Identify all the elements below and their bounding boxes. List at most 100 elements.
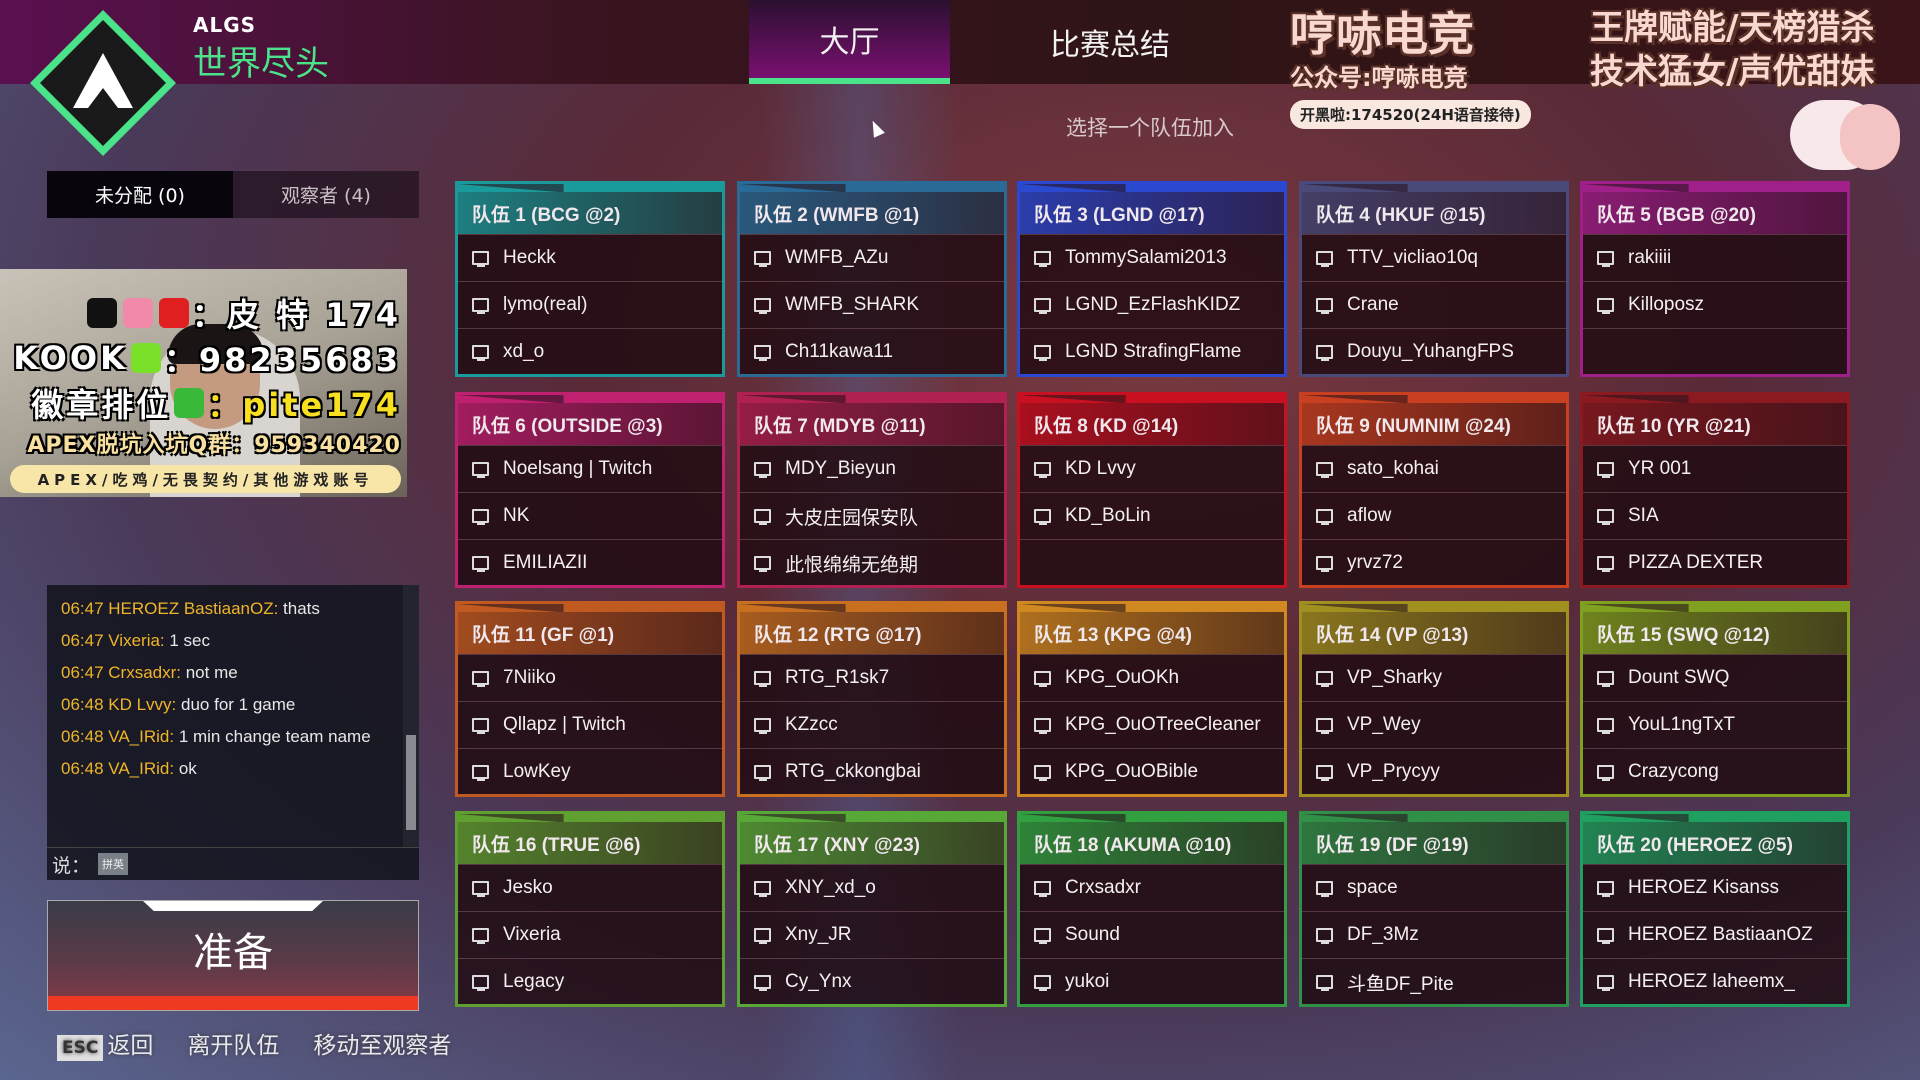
player-slot[interactable]: DF_3Mz bbox=[1302, 911, 1566, 958]
team-card[interactable]: 队伍 3 (LGND @17) TommySalami2013 LGND_EzFla… bbox=[1017, 181, 1287, 377]
team-card[interactable]: 队伍 16 (TRUE @6) Jesko Vixeria Legacy bbox=[455, 811, 725, 1007]
player-slot[interactable]: Crane bbox=[1302, 281, 1566, 328]
tab-unassigned[interactable]: 未分配 (0) bbox=[47, 171, 233, 218]
team-card[interactable]: 队伍 10 (YR @21) YR 001 SIA PIZZA DEXTER bbox=[1580, 392, 1850, 588]
team-card[interactable]: 队伍 2 (WMFB @1) WMFB_AZu WMFB_SHARK Ch11kawa… bbox=[737, 181, 1007, 377]
player-slot[interactable]: Crxsadxr bbox=[1020, 864, 1284, 911]
team-header: 队伍 6 (OUTSIDE @3) bbox=[458, 403, 722, 445]
team-card[interactable]: 队伍 14 (VP @13) VP_Sharky VP_Wey VP_Prycyy bbox=[1299, 601, 1569, 797]
player-slot[interactable]: Noelsang | Twitch bbox=[458, 445, 722, 492]
player-slot[interactable]: SIA bbox=[1583, 492, 1847, 539]
player-slot[interactable]: Vixeria bbox=[458, 911, 722, 958]
player-slot[interactable]: 7Niiko bbox=[458, 654, 722, 701]
player-slot[interactable]: yukoi bbox=[1020, 958, 1284, 1005]
player-slot[interactable] bbox=[1020, 539, 1284, 586]
player-slot[interactable]: NK bbox=[458, 492, 722, 539]
pc-platform-icon bbox=[1316, 718, 1333, 734]
team-card[interactable]: 队伍 6 (OUTSIDE @3) Noelsang | Twitch NK EMIL… bbox=[455, 392, 725, 588]
player-slot[interactable]: RTG_ckkongbai bbox=[740, 748, 1004, 795]
player-slot[interactable]: LGND StrafingFlame bbox=[1020, 328, 1284, 375]
team-card[interactable]: 队伍 4 (HKUF @15) TTV_vicliao10q Crane Douyu_… bbox=[1299, 181, 1569, 377]
player-slot[interactable]: 斗鱼DF_Pite bbox=[1302, 958, 1566, 1005]
player-slot[interactable]: Jesko bbox=[458, 864, 722, 911]
tab-match-summary[interactable]: 比赛总结 bbox=[1010, 0, 1210, 84]
player-slot[interactable]: Qllapz | Twitch bbox=[458, 701, 722, 748]
player-slot[interactable]: Killoposz bbox=[1583, 281, 1847, 328]
team-color-strip bbox=[740, 604, 1004, 612]
player-slot[interactable]: TommySalami2013 bbox=[1020, 234, 1284, 281]
player-slot[interactable]: Cy_Ynx bbox=[740, 958, 1004, 1005]
player-slot[interactable] bbox=[1583, 328, 1847, 375]
team-card[interactable]: 队伍 17 (XNY @23) XNY_xd_o Xny_JR Cy_Ynx bbox=[737, 811, 1007, 1007]
player-slot[interactable]: HEROEZ Kisanss bbox=[1583, 864, 1847, 911]
overlay-line-3: 徽章排位 ：pite174 bbox=[0, 380, 407, 425]
player-slot[interactable]: space bbox=[1302, 864, 1566, 911]
player-slot[interactable]: PIZZA DEXTER bbox=[1583, 539, 1847, 586]
player-slot[interactable]: WMFB_AZu bbox=[740, 234, 1004, 281]
scrollbar-thumb[interactable] bbox=[406, 735, 416, 830]
team-card[interactable]: 队伍 7 (MDYB @11) MDY_Bieyun 大皮庄园保安队 此恨绵绵无绝期 bbox=[737, 392, 1007, 588]
team-card[interactable]: 队伍 12 (RTG @17) RTG_R1sk7 KZzcc RTG_ckkongb… bbox=[737, 601, 1007, 797]
player-slot[interactable]: HEROEZ laheemx_ bbox=[1583, 958, 1847, 1005]
player-slot[interactable]: sato_kohai bbox=[1302, 445, 1566, 492]
player-slot[interactable]: KD_BoLin bbox=[1020, 492, 1284, 539]
chat-scrollbar[interactable] bbox=[403, 585, 419, 847]
ready-button[interactable]: 准备 bbox=[47, 900, 419, 1011]
team-card[interactable]: 队伍 19 (DF @19) space DF_3Mz 斗鱼DF_Pite bbox=[1299, 811, 1569, 1007]
player-slot[interactable]: Dount SWQ bbox=[1583, 654, 1847, 701]
chat-input[interactable]: 说： 拼英 bbox=[47, 847, 419, 880]
player-slot[interactable]: EMILIAZII bbox=[458, 539, 722, 586]
leave-team-button[interactable]: 离开队伍 bbox=[187, 1033, 280, 1059]
player-slot[interactable]: 此恨绵绵无绝期 bbox=[740, 539, 1004, 586]
player-slot[interactable]: aflow bbox=[1302, 492, 1566, 539]
player-slot[interactable]: KPG_OuOBible bbox=[1020, 748, 1284, 795]
player-slot[interactable]: YR 001 bbox=[1583, 445, 1847, 492]
player-slot[interactable]: VP_Prycyy bbox=[1302, 748, 1566, 795]
player-slot[interactable]: Sound bbox=[1020, 911, 1284, 958]
player-slot[interactable]: WMFB_SHARK bbox=[740, 281, 1004, 328]
team-card[interactable]: 队伍 11 (GF @1) 7Niiko Qllapz | Twitch LowKey bbox=[455, 601, 725, 797]
player-slot[interactable]: RTG_R1sk7 bbox=[740, 654, 1004, 701]
tab-lobby[interactable]: 大厅 bbox=[749, 0, 950, 84]
player-slot[interactable]: TTV_vicliao10q bbox=[1302, 234, 1566, 281]
team-strip-notch bbox=[458, 395, 564, 403]
team-card[interactable]: 队伍 1 (BCG @2) Heckk lymo(real) xd_o bbox=[455, 181, 725, 377]
badge-rank-label: 徽章排位 bbox=[31, 385, 172, 424]
team-card[interactable]: 队伍 18 (AKUMA @10) Crxsadxr Sound yukoi bbox=[1017, 811, 1287, 1007]
player-slot[interactable]: Douyu_YuhangFPS bbox=[1302, 328, 1566, 375]
tab-spectators[interactable]: 观察者 (4) bbox=[281, 185, 371, 207]
player-slot[interactable]: lymo(real) bbox=[458, 281, 722, 328]
player-slot[interactable]: YouL1ngTxT bbox=[1583, 701, 1847, 748]
back-button[interactable]: ESC 返回 bbox=[57, 1026, 153, 1061]
player-slot[interactable]: XNY_xd_o bbox=[740, 864, 1004, 911]
team-card[interactable]: 队伍 13 (KPG @4) KPG_OuOKh KPG_OuOTreeCleane… bbox=[1017, 601, 1287, 797]
player-slot[interactable]: Ch11kawa11 bbox=[740, 328, 1004, 375]
player-slot[interactable]: VP_Wey bbox=[1302, 701, 1566, 748]
player-slot[interactable]: VP_Sharky bbox=[1302, 654, 1566, 701]
pc-platform-icon bbox=[754, 881, 771, 897]
player-slot[interactable]: rakiiii bbox=[1583, 234, 1847, 281]
player-slot[interactable]: yrvz72 bbox=[1302, 539, 1566, 586]
player-slot[interactable]: xd_o bbox=[458, 328, 722, 375]
player-slot[interactable]: Crazycong bbox=[1583, 748, 1847, 795]
player-slot[interactable]: Heckk bbox=[458, 234, 722, 281]
player-slot[interactable]: KZzcc bbox=[740, 701, 1004, 748]
move-to-spectator-button[interactable]: 移动至观察者 bbox=[313, 1033, 452, 1059]
player-slot[interactable]: KD Lvvy bbox=[1020, 445, 1284, 492]
player-slot[interactable]: Legacy bbox=[458, 958, 722, 1005]
player-name: lymo(real) bbox=[503, 294, 588, 315]
player-slot[interactable]: 大皮庄园保安队 bbox=[740, 492, 1004, 539]
player-slot[interactable]: MDY_Bieyun bbox=[740, 445, 1004, 492]
team-card[interactable]: 队伍 15 (SWQ @12) Dount SWQ YouL1ngTxT Crazyc… bbox=[1580, 601, 1850, 797]
player-slot[interactable]: KPG_OuOKh bbox=[1020, 654, 1284, 701]
player-slot[interactable]: HEROEZ BastiaanOZ bbox=[1583, 911, 1847, 958]
team-card[interactable]: 队伍 5 (BGB @20) rakiiii Killoposz bbox=[1580, 181, 1850, 377]
team-card[interactable]: 队伍 20 (HEROEZ @5) HEROEZ Kisanss HEROEZ Ba… bbox=[1580, 811, 1850, 1007]
team-card[interactable]: 队伍 9 (NUMNIM @24) sato_kohai aflow yrvz72 bbox=[1299, 392, 1569, 588]
player-slot[interactable]: KPG_OuOTreeCleaner bbox=[1020, 701, 1284, 748]
team-card[interactable]: 队伍 8 (KD @14) KD Lvvy KD_BoLin bbox=[1017, 392, 1287, 588]
team-header: 队伍 14 (VP @13) bbox=[1302, 612, 1566, 654]
player-slot[interactable]: LowKey bbox=[458, 748, 722, 795]
player-slot[interactable]: Xny_JR bbox=[740, 911, 1004, 958]
player-slot[interactable]: LGND_EzFlashKIDZ bbox=[1020, 281, 1284, 328]
